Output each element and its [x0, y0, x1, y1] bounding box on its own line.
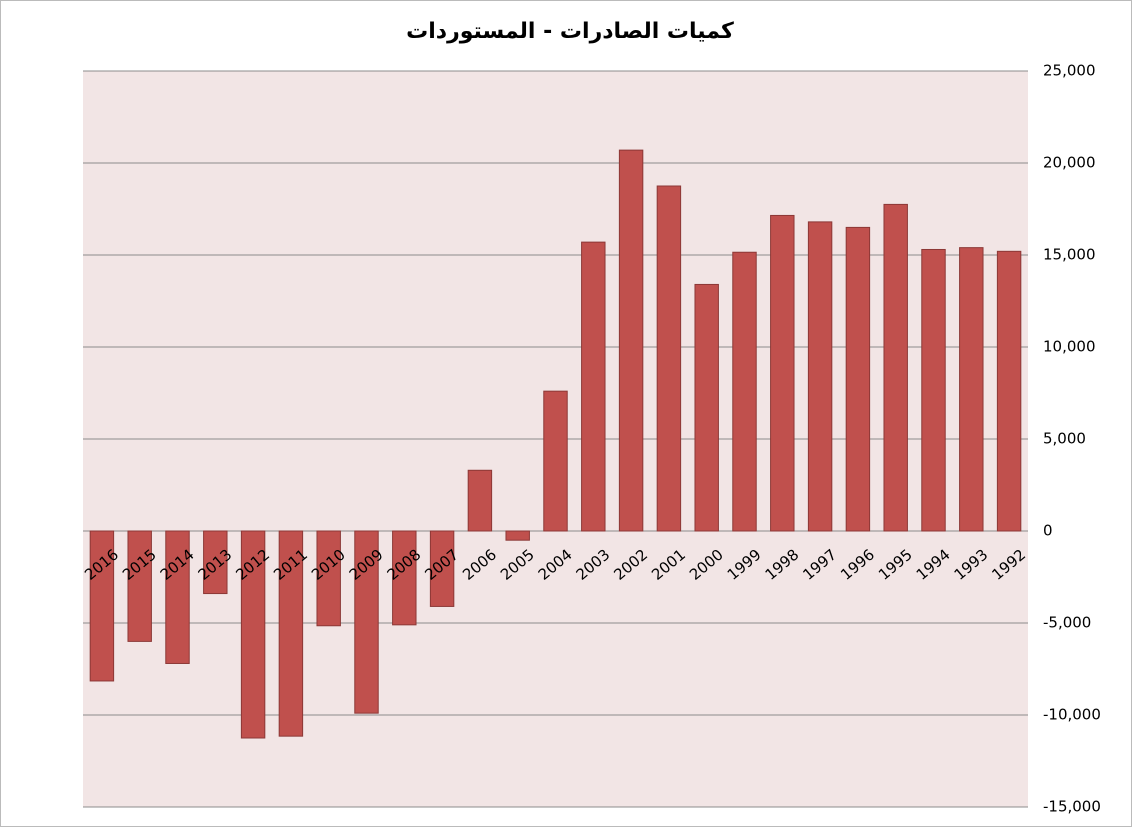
bar — [732, 251, 757, 532]
bar — [240, 530, 266, 739]
bar — [656, 185, 682, 532]
bar — [581, 241, 606, 532]
bar — [316, 530, 341, 627]
bar — [618, 149, 644, 532]
bar — [165, 530, 190, 664]
bar — [883, 203, 908, 532]
y-tick-label: 25,000 — [1043, 62, 1096, 80]
bar — [467, 469, 493, 532]
bar — [505, 530, 530, 541]
bar — [845, 226, 871, 532]
y-tick-label: 5,000 — [1043, 430, 1086, 448]
bar — [996, 250, 1022, 532]
bar — [543, 390, 568, 532]
y-tick-label: -15,000 — [1043, 798, 1101, 816]
chart-title: كميات الصادرات - المستوردات — [406, 19, 734, 44]
y-tick-label: 10,000 — [1043, 338, 1096, 356]
bar — [807, 221, 833, 532]
bar — [127, 530, 152, 642]
y-tick-label: 20,000 — [1043, 154, 1096, 172]
bar — [959, 247, 984, 532]
bar — [278, 530, 304, 737]
bar — [429, 530, 455, 607]
bar — [392, 530, 417, 626]
bar — [694, 283, 719, 532]
y-tick-label: 15,000 — [1043, 246, 1096, 264]
y-tick-label: -10,000 — [1043, 706, 1101, 724]
bar — [354, 530, 379, 714]
bar — [89, 530, 115, 682]
bar — [921, 248, 946, 532]
y-tick-label: -5,000 — [1043, 614, 1091, 632]
bar — [203, 530, 228, 595]
y-tick-label: 0 — [1043, 522, 1053, 540]
bar — [770, 214, 795, 532]
